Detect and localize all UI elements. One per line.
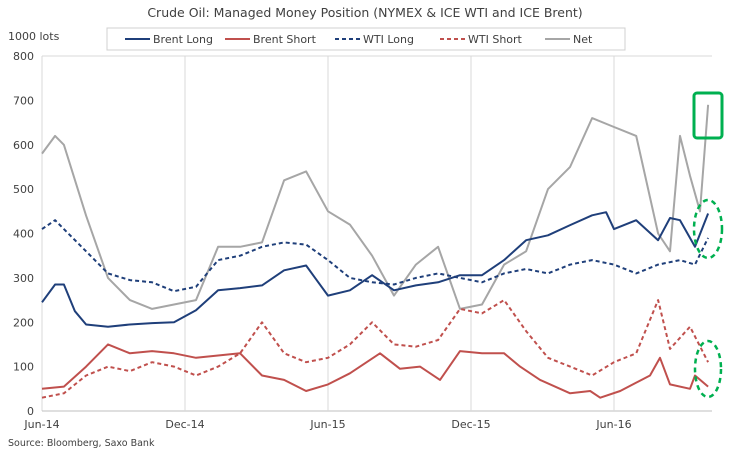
annotation-ellipse-longs: [692, 198, 724, 260]
y-axis-label: 1000 lots: [8, 30, 60, 43]
x-tick-label: Jun-16: [595, 418, 631, 431]
series-line-net: [41, 104, 710, 310]
x-tick-label: Dec-15: [451, 418, 490, 431]
legend-label: Net: [573, 33, 593, 46]
x-tick-label: Jun-15: [309, 418, 345, 431]
legend-label: Brent Long: [153, 33, 213, 46]
x-tick-label: Jun-14: [23, 418, 59, 431]
legend-label: WTI Short: [468, 33, 523, 46]
series-line-brent-long: [41, 211, 710, 328]
y-tick-label: 500: [13, 183, 34, 196]
y-tick-label: 200: [13, 316, 34, 329]
y-tick-label: 300: [13, 272, 34, 285]
series-line-brent-short: [41, 343, 709, 399]
annotation-ellipse-shorts: [693, 339, 723, 399]
y-tick-label: 600: [13, 139, 34, 152]
y-tick-label: 400: [13, 228, 34, 241]
annotation-box: [692, 91, 724, 140]
y-tick-label: 700: [13, 94, 34, 107]
series-line-wti-long: [41, 219, 709, 293]
chart-title: Crude Oil: Managed Money Position (NYMEX…: [147, 5, 582, 20]
legend: Brent Long Brent Short WTI Long WTI Short Ne…: [106, 27, 626, 51]
legend-label: Brent Short: [253, 33, 317, 46]
y-tick-label: 0: [27, 405, 34, 418]
series-line-wti-short: [41, 299, 709, 399]
source-note: Source: Bloomberg, Saxo Bank: [8, 438, 155, 449]
legend-label: WTI Long: [363, 33, 414, 46]
x-tick-label: Dec-14: [165, 418, 204, 431]
y-tick-label: 100: [13, 361, 34, 374]
y-tick-label: 800: [13, 50, 34, 63]
